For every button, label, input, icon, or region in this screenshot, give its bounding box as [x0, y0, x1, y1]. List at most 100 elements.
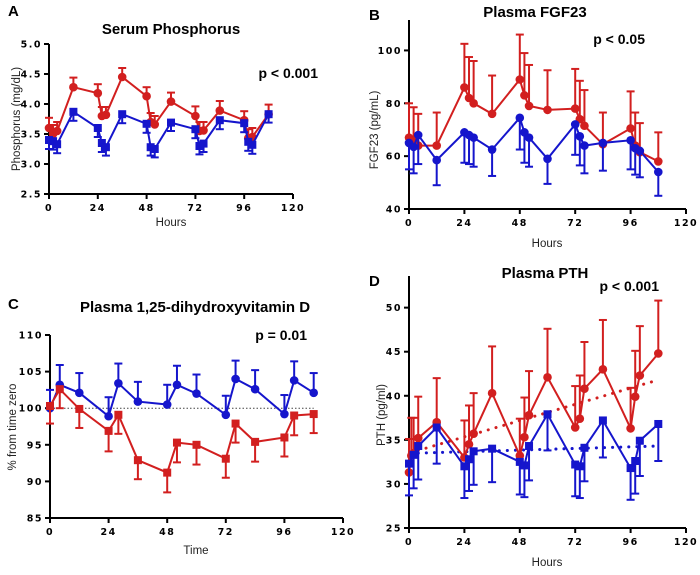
data-point [248, 140, 257, 149]
y-tick-label: 30 [386, 479, 402, 490]
panel-c: C Plasma 1,25-dihydroxyvitamin D p = 0.01 0… [7, 296, 354, 557]
x-tick-label: 48 [138, 203, 154, 214]
data-point [75, 404, 84, 413]
data-point [570, 423, 580, 432]
x-tick-label: 96 [276, 527, 292, 538]
p-value-annotation: p = 0.01 [255, 327, 307, 343]
data-point [543, 410, 552, 419]
x-tick-label: 24 [100, 527, 116, 538]
x-axis-label: Hours [532, 557, 563, 569]
data-point [525, 442, 534, 451]
data-point [654, 157, 663, 166]
y-tick-label: 40 [386, 205, 402, 216]
x-tick-label: 72 [567, 537, 583, 548]
data-point [192, 389, 201, 398]
data-point [101, 110, 111, 120]
x-axis-label: Time [183, 545, 208, 557]
series-line [408, 352, 660, 473]
data-point [244, 137, 253, 146]
x-tick-label: 96 [622, 218, 638, 229]
data-point [133, 397, 143, 406]
data-point [575, 414, 585, 423]
data-point [631, 457, 640, 466]
data-point [118, 110, 127, 119]
data-point [488, 444, 497, 453]
y-axis-label: Phosphorus (mg/dL) [11, 67, 23, 171]
y-tick-label: 35 [386, 435, 402, 446]
data-point [69, 107, 78, 116]
data-point [515, 113, 525, 123]
data-point [199, 126, 208, 135]
data-point [250, 384, 260, 394]
data-point [626, 135, 635, 145]
p-value-annotation: p < 0.001 [258, 65, 318, 81]
data-point [543, 372, 552, 382]
data-point [172, 438, 181, 447]
data-point [598, 416, 607, 425]
data-point [432, 155, 442, 165]
data-point [133, 456, 142, 465]
x-tick-label: 96 [622, 537, 638, 548]
data-point [251, 437, 260, 446]
data-point [520, 432, 529, 442]
y-tick-label: 25 [386, 524, 402, 535]
x-tick-label: 0 [45, 203, 53, 214]
data-point [626, 424, 635, 433]
data-point [413, 433, 423, 443]
data-point [487, 109, 497, 119]
series-line [408, 77, 659, 163]
data-point [150, 120, 160, 129]
data-point [69, 82, 78, 92]
y-tick-label: 3.0 [21, 160, 42, 171]
y-tick-label: 105 [19, 367, 43, 378]
y-tick-label: 4.0 [21, 100, 42, 111]
data-point [162, 400, 172, 409]
chart-title: Plasma PTH [502, 265, 589, 282]
data-point [53, 140, 62, 149]
panel-letter: C [8, 296, 19, 313]
data-point [49, 137, 58, 146]
y-tick-label: 80 [386, 99, 402, 110]
data-point [142, 119, 151, 128]
data-point [104, 426, 113, 435]
series-red [44, 67, 273, 143]
data-point [515, 457, 524, 466]
y-tick-label: 3.5 [21, 130, 42, 141]
data-point [289, 376, 299, 385]
y-tick-label: 110 [19, 331, 43, 342]
series-red [404, 299, 663, 477]
data-point [635, 436, 644, 445]
y-tick-label: 95 [27, 440, 43, 451]
data-point [524, 101, 534, 111]
data-point [44, 123, 54, 133]
data-point [570, 120, 580, 129]
data-point [571, 460, 580, 469]
data-point [626, 124, 635, 133]
data-point [469, 133, 478, 142]
data-point [635, 371, 645, 380]
panel-letter: D [369, 273, 380, 290]
chart-title: Serum Phosphorus [102, 21, 240, 38]
chart-title: Plasma FGF23 [483, 4, 586, 21]
data-point [101, 143, 110, 152]
series-blue [404, 113, 663, 197]
data-point [469, 98, 478, 108]
data-point [93, 88, 103, 98]
data-point [580, 141, 589, 150]
x-tick-label: 72 [218, 527, 234, 538]
data-point [409, 142, 418, 152]
data-point [515, 451, 525, 461]
x-tick-label: 72 [187, 203, 203, 214]
panel-d: D Plasma PTH p < 0.001 0 24 48 72 96 120 25 30 35 40… [369, 265, 697, 569]
data-point [52, 126, 62, 136]
data-point [93, 124, 102, 132]
data-point [432, 423, 441, 432]
data-point [520, 461, 529, 470]
data-point [75, 388, 84, 398]
y-tick-label: 85 [27, 514, 43, 525]
x-tick-label: 24 [456, 537, 472, 548]
data-point [150, 145, 159, 153]
series-blue [405, 410, 663, 501]
x-tick-label: 24 [456, 218, 472, 229]
